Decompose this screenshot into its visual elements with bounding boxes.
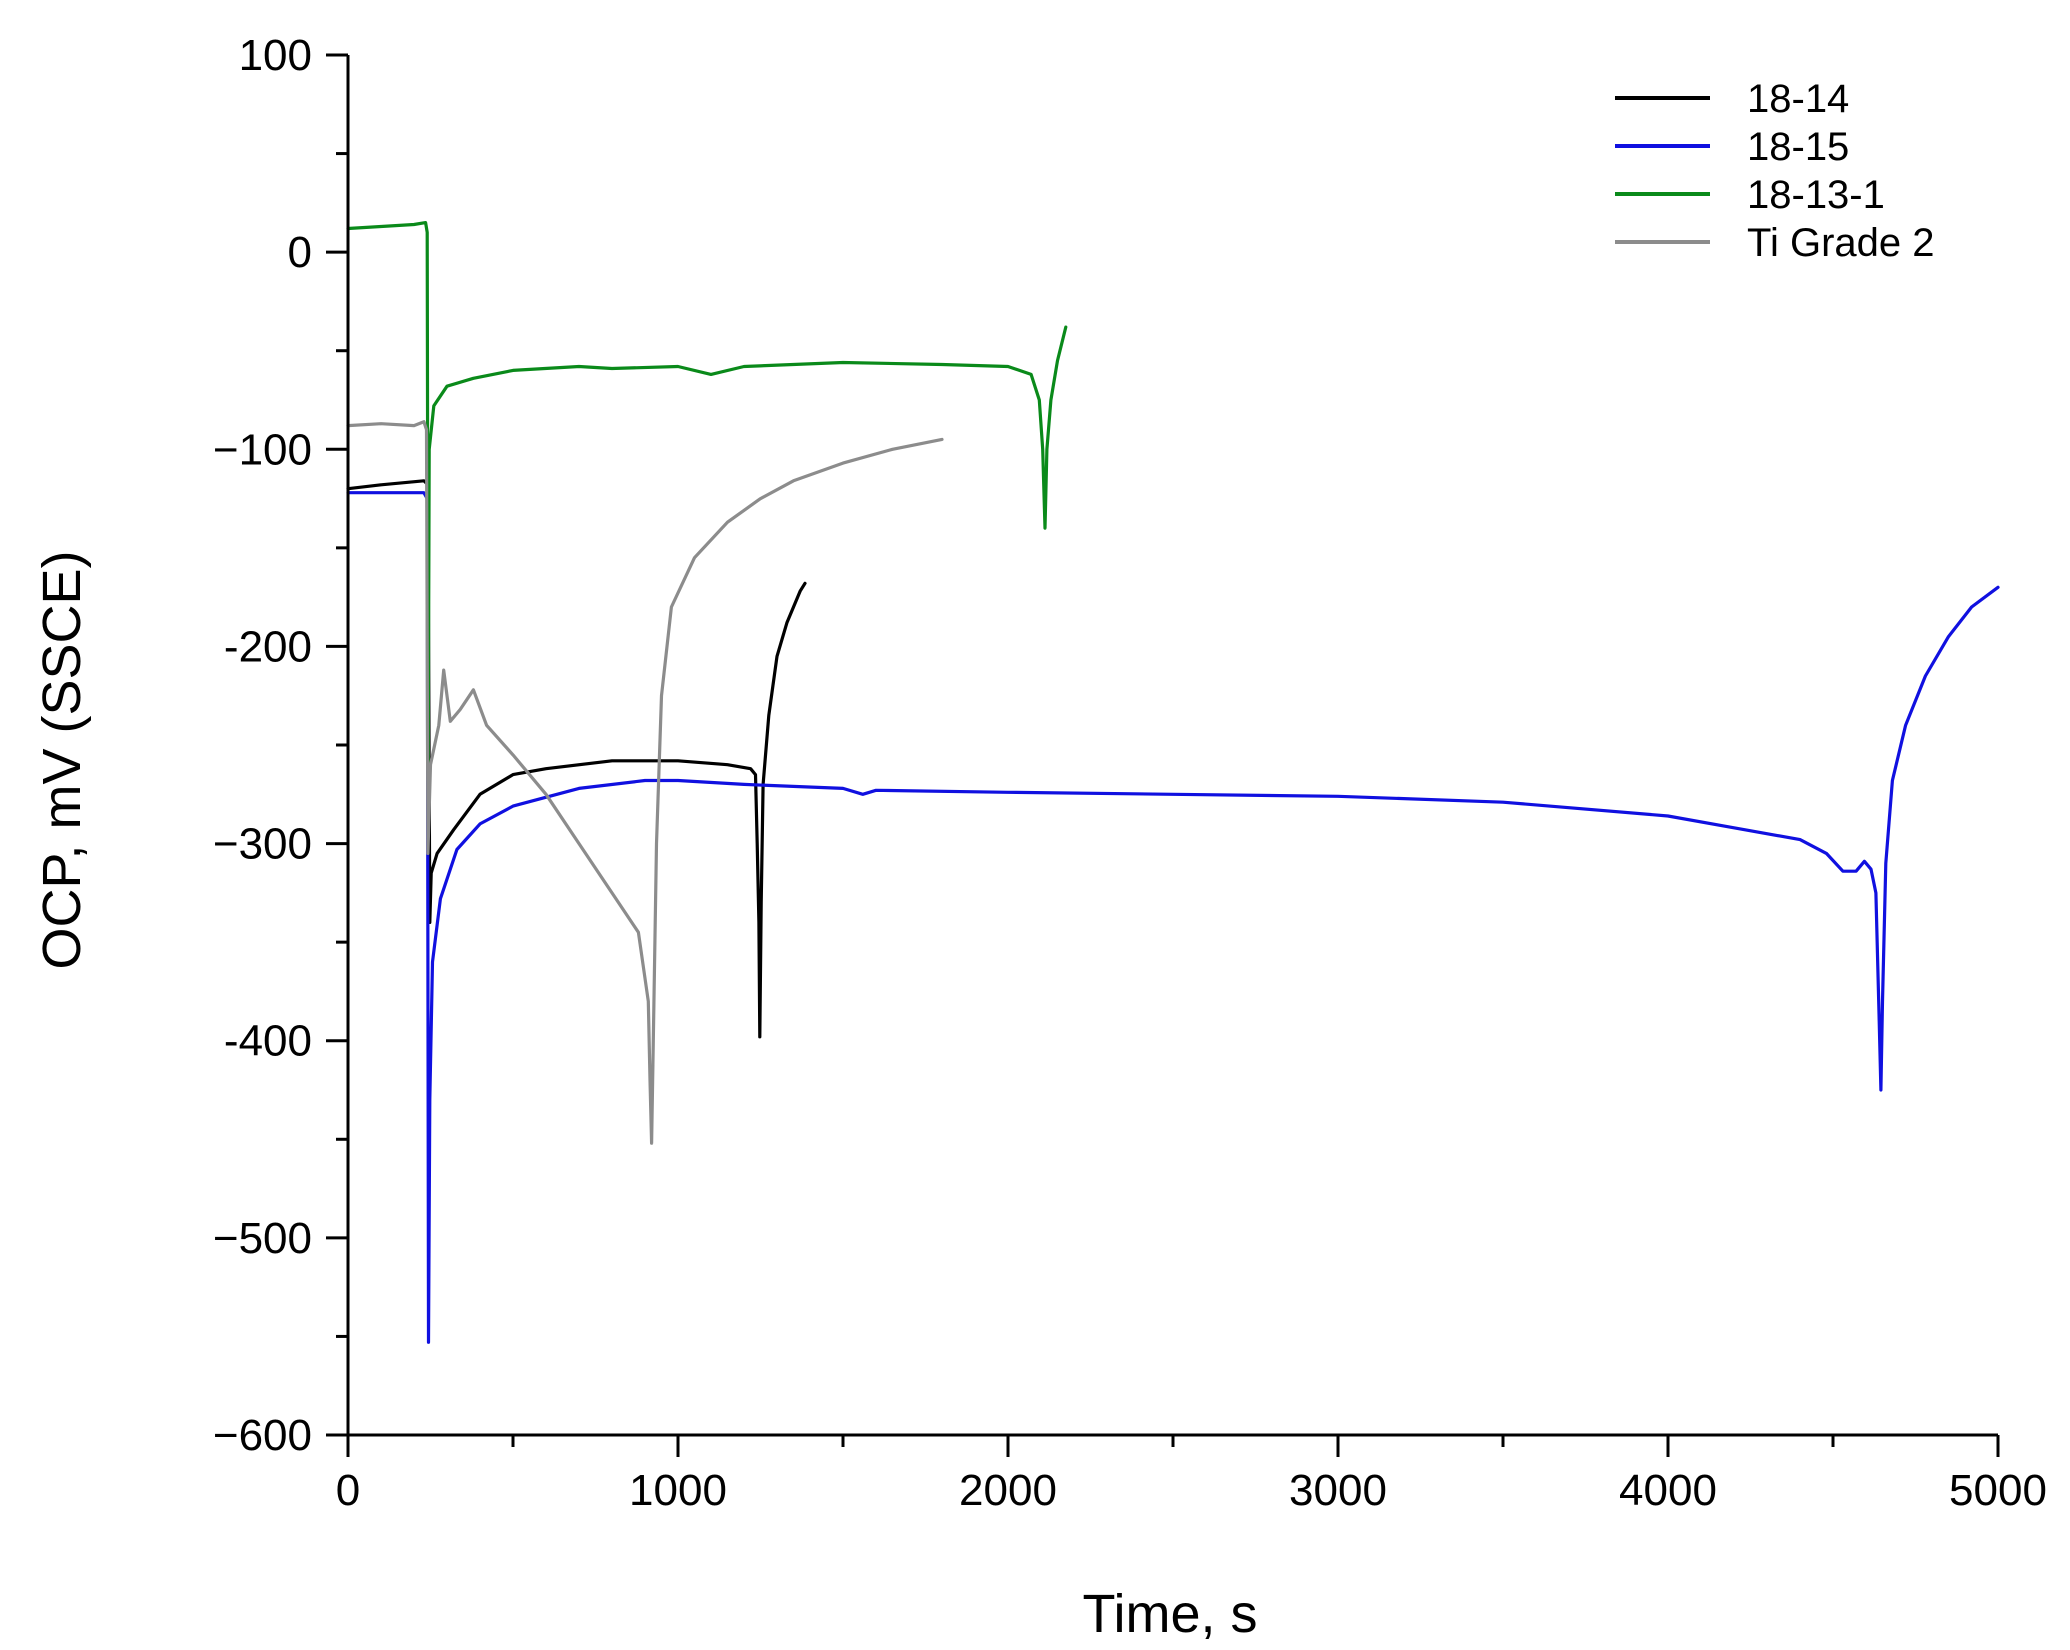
x-tick-label: 1000 <box>629 1466 727 1515</box>
y-tick-label: -400 <box>224 1017 312 1066</box>
axes-layer: 0 1000 2000 3000 4000 50001000−100-200−300-40… <box>213 31 2047 1515</box>
y-tick-label: −600 <box>213 1411 312 1460</box>
y-tick-label: 100 <box>239 31 312 80</box>
series-line-0 <box>346 479 807 1039</box>
series-line-2 <box>346 221 1068 767</box>
x-tick-label: 4000 <box>1619 1466 1717 1515</box>
x-tick-label: 5000 <box>1949 1466 2047 1515</box>
y-tick-label: 0 <box>288 228 312 277</box>
x-tick-label: 3000 <box>1289 1466 1387 1515</box>
y-tick-label: −500 <box>213 1214 312 1263</box>
x-tick-label: 0 <box>336 1466 360 1515</box>
legend-label-3: Ti Grade 2 <box>1747 221 1934 265</box>
y-axis-title: OCP, mV (SSCE) <box>32 550 92 969</box>
series-line-3 <box>346 420 944 1145</box>
legend-label-1: 18-15 <box>1747 125 1849 169</box>
legend-label-0: 18-14 <box>1747 77 1849 121</box>
y-tick-label: −300 <box>213 820 312 869</box>
y-tick-label: −100 <box>213 425 312 474</box>
y-tick-label: -200 <box>224 622 312 671</box>
legend-label-2: 18-13-1 <box>1747 173 1885 217</box>
x-tick-label: 2000 <box>959 1466 1057 1515</box>
series-layer <box>346 221 2000 1344</box>
series-line-1 <box>346 491 2000 1344</box>
x-axis-title: Time, s <box>1083 1584 1258 1644</box>
